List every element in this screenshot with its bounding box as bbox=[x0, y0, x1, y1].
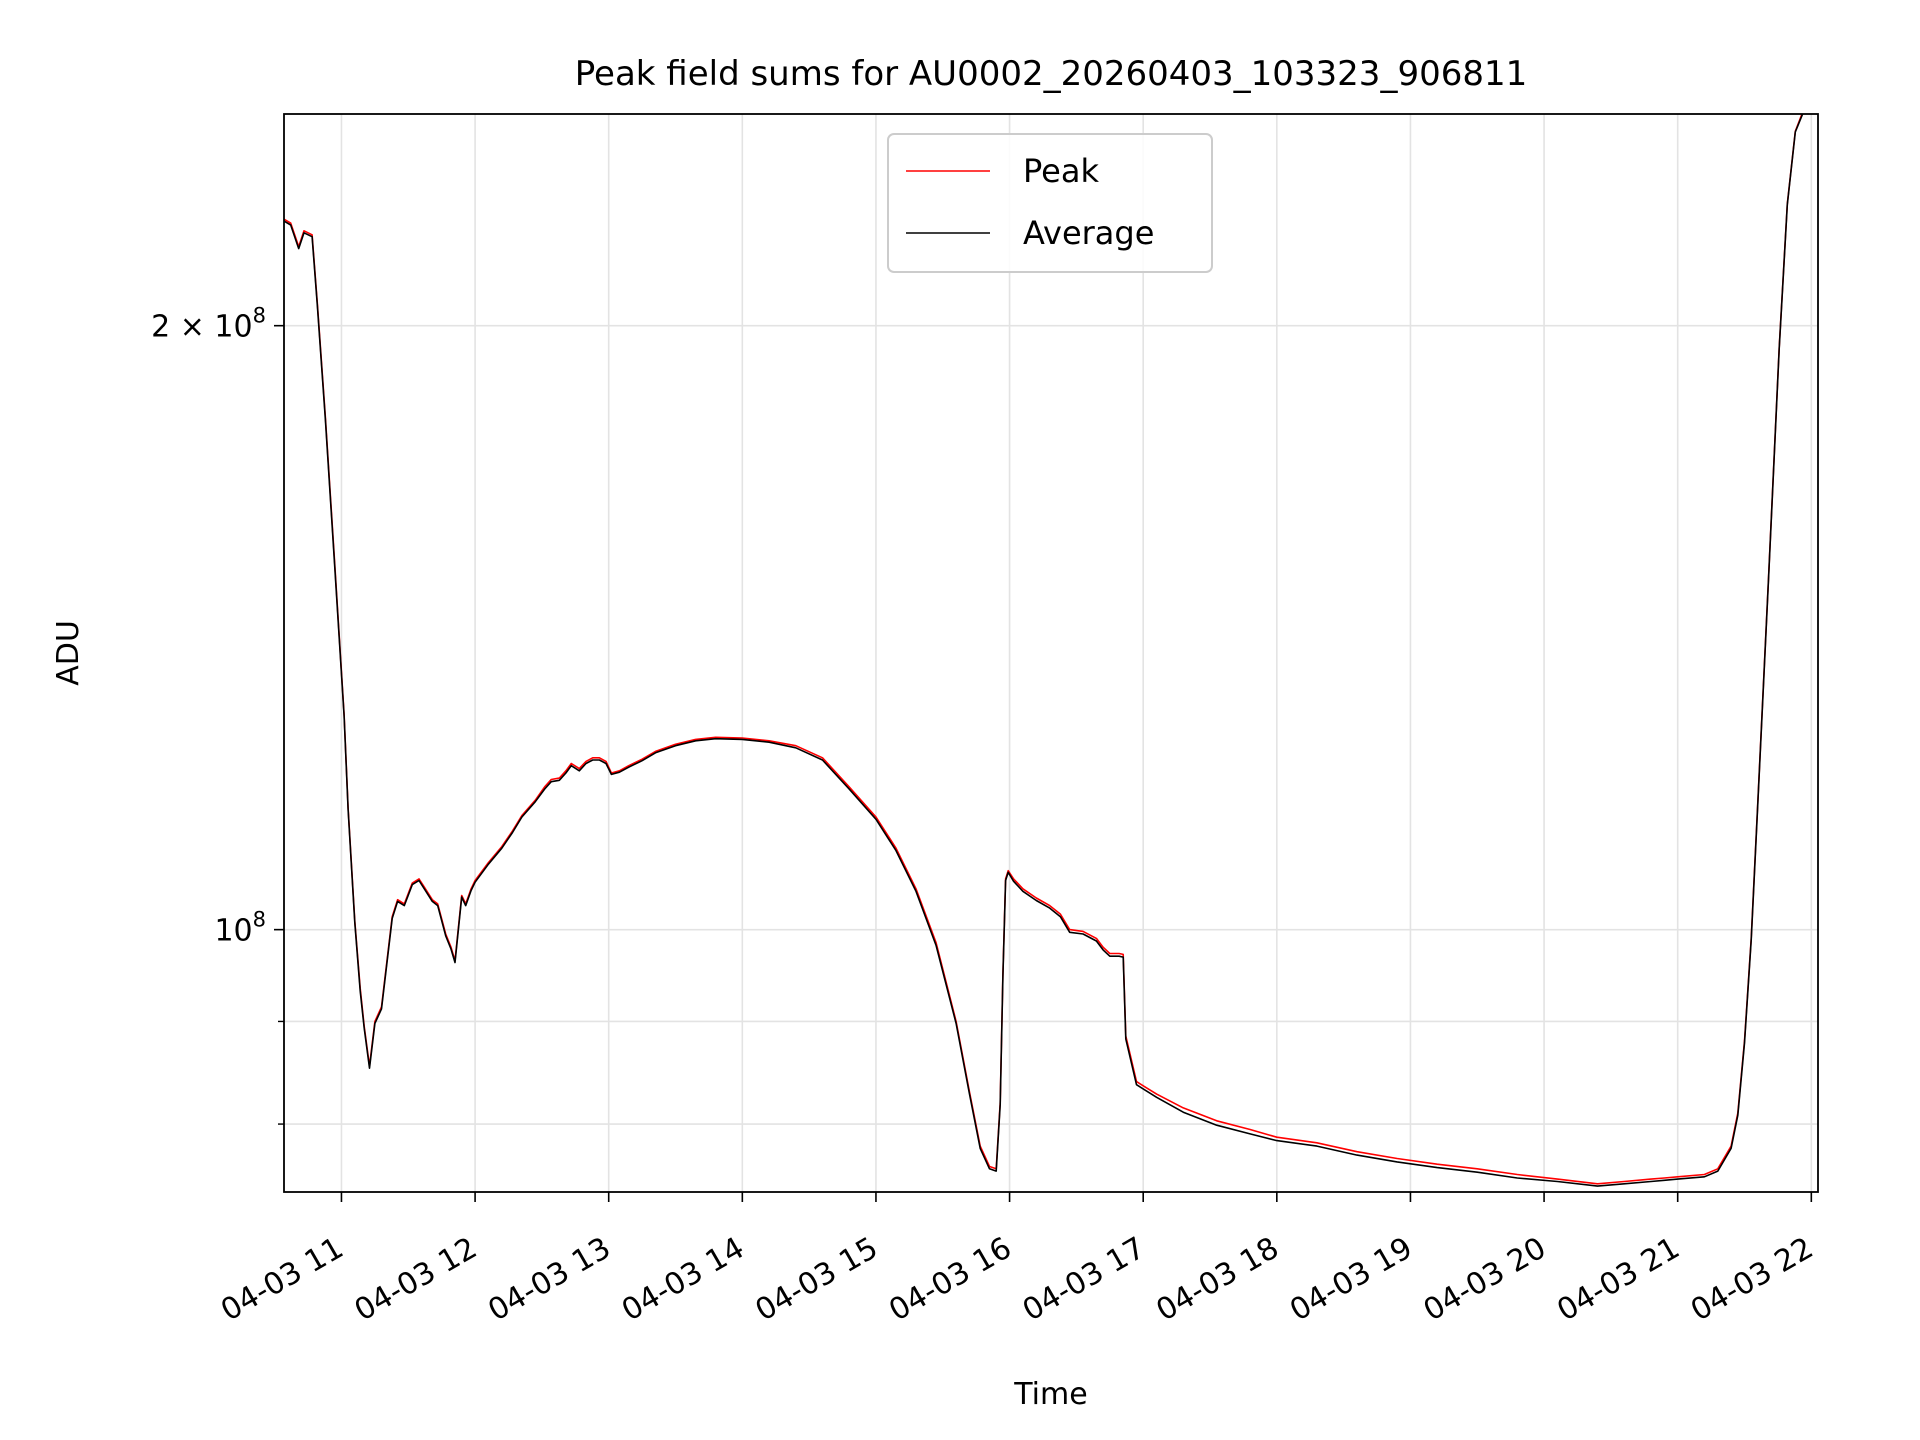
series-line-average bbox=[284, 114, 1804, 1187]
y-axis-label: ADU bbox=[51, 620, 86, 686]
y-tick-label-exponent: 8 bbox=[253, 304, 266, 328]
legend-box bbox=[887, 133, 1213, 273]
grid-lines bbox=[284, 114, 1818, 1192]
plot-frame bbox=[283, 113, 1819, 1193]
x-axis-label: Time bbox=[1013, 1377, 1087, 1412]
legend-label-peak: Peak bbox=[1023, 152, 1099, 190]
y-tick-label-base: 2 × 10 bbox=[151, 310, 252, 345]
y-tick-label: 108 bbox=[214, 908, 266, 949]
series-line-peak bbox=[284, 114, 1803, 1185]
y-tick-label-exponent: 8 bbox=[253, 908, 266, 932]
legend-label-average: Average bbox=[1023, 214, 1154, 252]
chart-title: Peak field sums for AU0002_20260403_1033… bbox=[575, 54, 1527, 94]
y-tick-label: 2 × 108 bbox=[151, 304, 266, 345]
y-tick-label-base: 10 bbox=[214, 914, 252, 949]
legend: Peak Average bbox=[887, 133, 1213, 273]
series-layer bbox=[284, 114, 1804, 1187]
